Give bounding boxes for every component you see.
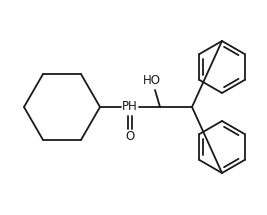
Text: PH: PH (122, 100, 138, 114)
Text: HO: HO (143, 75, 161, 88)
Text: O: O (125, 131, 135, 143)
